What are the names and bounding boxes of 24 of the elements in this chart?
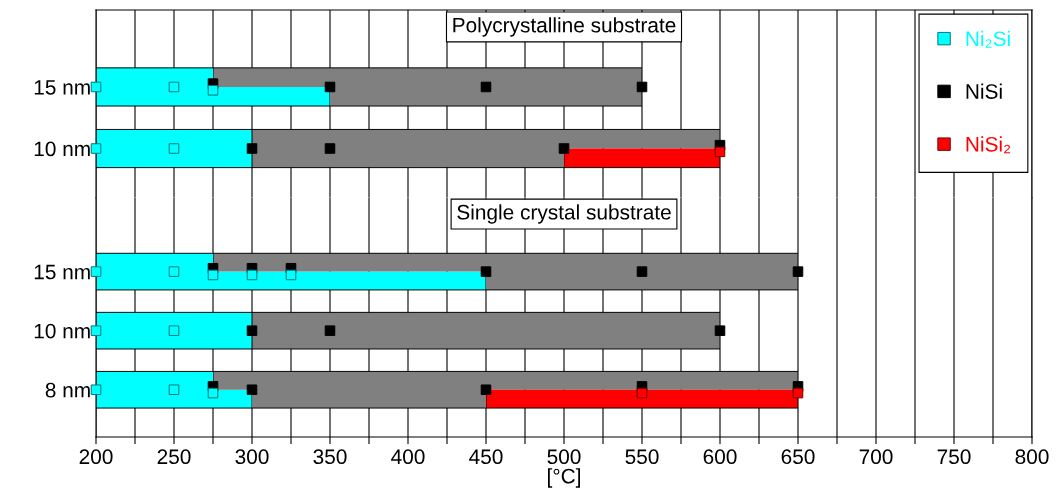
y-tick-label: 10 nm [34, 141, 90, 157]
y-tick-label: 15 nm [34, 80, 90, 95]
x-tick-label: 750 [937, 449, 971, 465]
x-tick-label: 650 [781, 449, 815, 465]
y-tick-label: 15 nm [34, 264, 90, 280]
chart-title: Single crystal substrate [457, 204, 671, 224]
x-tick-label: 550 [625, 449, 659, 465]
x-tick-label: 350 [313, 449, 347, 465]
x-tick-label: 600 [703, 449, 737, 465]
x-tick-label: 500 [547, 449, 581, 465]
x-tick-label: 800 [1015, 449, 1049, 465]
y-tick-label: 8 nm [45, 382, 90, 398]
x-tick-label: 250 [157, 449, 191, 465]
y-tick-label: 10 nm [34, 323, 90, 339]
legend-label: Ni₂Si [966, 30, 1010, 48]
x-tick-label: 400 [391, 449, 425, 465]
chart-title: Polycrystalline substrate [453, 17, 676, 37]
x-axis-title: [°C] [548, 468, 580, 488]
legend-label: NiSi [966, 83, 1002, 99]
x-tick-label: 450 [469, 449, 503, 465]
x-tick-label: 300 [235, 449, 269, 465]
x-tick-label: 700 [859, 449, 893, 465]
legend-label: NiSi₂ [966, 136, 1011, 154]
x-tick-label: 200 [79, 449, 113, 465]
